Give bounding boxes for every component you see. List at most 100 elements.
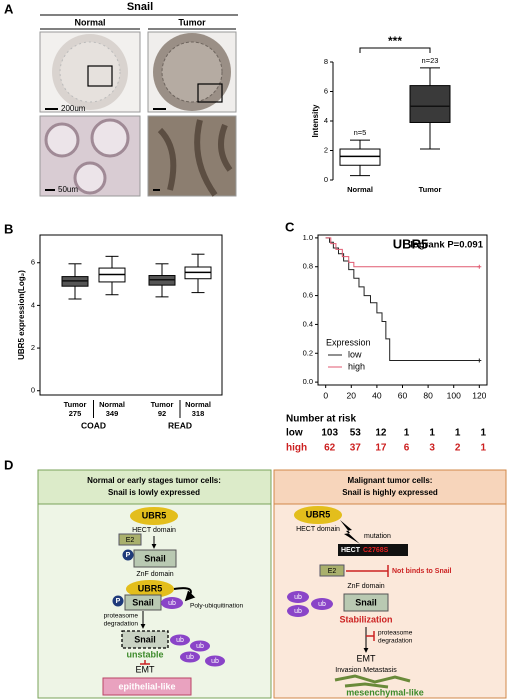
snail-label: Snail xyxy=(144,553,166,563)
process-label: proteasome xyxy=(104,613,139,620)
cells xyxy=(102,677,192,696)
process-label: degradation xyxy=(104,621,139,628)
inset-box xyxy=(197,83,223,103)
risk-count: 53 xyxy=(350,428,362,439)
inset-box xyxy=(87,65,113,87)
count-label: 275 xyxy=(69,409,82,418)
risk-count: 103 xyxy=(321,428,338,439)
x-tick-label: 100 xyxy=(447,390,461,400)
emt-label: EMT xyxy=(357,653,377,663)
risk-count: 17 xyxy=(375,443,387,454)
y-tick-label: 0 xyxy=(324,175,328,184)
domain-label: ZnF domain xyxy=(136,571,173,578)
y-tick-label: 6 xyxy=(324,86,328,95)
y-tick-label: 2 xyxy=(324,145,328,154)
legend-label: high xyxy=(348,361,365,371)
diagram: Normal or early stages tumor cells: Snai… xyxy=(37,469,507,699)
y-tick-label: 8 xyxy=(324,57,328,66)
ub xyxy=(190,640,210,652)
group-label: COAD xyxy=(81,420,106,430)
risk-count: 3 xyxy=(429,443,435,454)
emt-label: EMT xyxy=(136,664,156,674)
ubr5 xyxy=(130,507,178,525)
risk-title: Number at risk xyxy=(286,414,356,425)
inhibit xyxy=(140,660,150,665)
cell-label: epithelial-like xyxy=(118,681,175,691)
domain-label: HECT domain xyxy=(296,526,340,533)
ubr5 xyxy=(294,506,342,524)
scale-label: 50um xyxy=(58,185,78,194)
header-text: Snail is highly expressed xyxy=(342,488,438,497)
y-tick-label: 4 xyxy=(31,300,35,309)
y-tick-label: 0.2 xyxy=(303,348,313,357)
x-tick-label: 80 xyxy=(423,390,433,400)
lightning xyxy=(340,520,360,544)
header-text: Snail is lowly expressed xyxy=(108,488,200,497)
crypt xyxy=(90,118,130,158)
x-tick-label: Tumor xyxy=(419,185,442,194)
significance: *** xyxy=(388,34,402,48)
x-tick-label: Normal xyxy=(347,185,373,194)
risk-row-label: low xyxy=(286,428,303,439)
snail xyxy=(133,549,177,568)
ub xyxy=(311,598,333,610)
x-tick-label: Tumor xyxy=(151,400,174,409)
risk-count: 2 xyxy=(455,443,461,454)
domain-label: ZnF domain xyxy=(347,583,384,590)
panel-letter: B xyxy=(4,221,13,236)
ub xyxy=(205,655,225,667)
crypt xyxy=(44,122,80,158)
snail-label: Snail xyxy=(132,597,154,607)
risk-count: 6 xyxy=(404,443,410,454)
process-label: Poly-ubiquitination xyxy=(190,603,244,610)
ub xyxy=(180,651,200,663)
panel-title: Snail xyxy=(127,1,153,13)
y-tick-label: 0 xyxy=(31,386,35,395)
ub xyxy=(287,605,309,617)
y-tick-label: 0.4 xyxy=(303,319,313,328)
annotation: logrank P=0.091 xyxy=(410,240,483,251)
count-label: 92 xyxy=(158,409,166,418)
y-tick-label: 0.8 xyxy=(303,262,313,271)
column-label: Tumor xyxy=(178,17,206,27)
process-label: proteasome xyxy=(378,630,413,637)
column-label: Normal xyxy=(74,17,105,27)
domain-label: HECT domain xyxy=(132,527,176,534)
annotation: n=23 xyxy=(422,56,439,65)
process-label: degradation xyxy=(378,638,413,645)
x-tick-label: 0 xyxy=(323,390,328,400)
crypt xyxy=(73,161,107,195)
bracket xyxy=(359,47,431,53)
chart-title: UBR5 xyxy=(393,236,428,251)
mutant-label: C2768S xyxy=(363,547,389,554)
cell-label: mesenchymal-like xyxy=(346,687,424,697)
y-tick-label: 1.0 xyxy=(303,233,313,242)
y-tick-label: 4 xyxy=(324,116,328,125)
x-tick-label: Normal xyxy=(99,400,125,409)
count-label: 318 xyxy=(192,409,205,418)
cells xyxy=(334,674,411,689)
ub-label: ub xyxy=(294,594,302,601)
ubr5-label: UBR5 xyxy=(306,509,331,519)
process-label: Invasion Metastasis xyxy=(335,667,397,674)
state-label: Stabilization xyxy=(339,614,392,624)
state-label: unstable xyxy=(126,649,163,659)
count-label: 349 xyxy=(106,409,119,418)
x-tick-label: Normal xyxy=(185,400,211,409)
panel-letter: D xyxy=(4,457,13,472)
ub-label: ub xyxy=(186,654,194,661)
right-header xyxy=(273,469,507,505)
risk-count: 62 xyxy=(324,443,336,454)
annotation: n=5 xyxy=(354,128,367,137)
snail xyxy=(343,593,389,612)
inhibit xyxy=(366,631,375,641)
ubr5-label: UBR5 xyxy=(142,510,167,520)
risk-row-label: high xyxy=(286,443,307,454)
arrow xyxy=(173,587,196,602)
y-tick-label: 0.6 xyxy=(303,291,313,300)
ub-label: ub xyxy=(176,637,184,644)
phospho xyxy=(112,595,124,607)
left-header xyxy=(37,469,272,505)
group-label: READ xyxy=(168,420,192,430)
inhibit xyxy=(346,565,389,577)
